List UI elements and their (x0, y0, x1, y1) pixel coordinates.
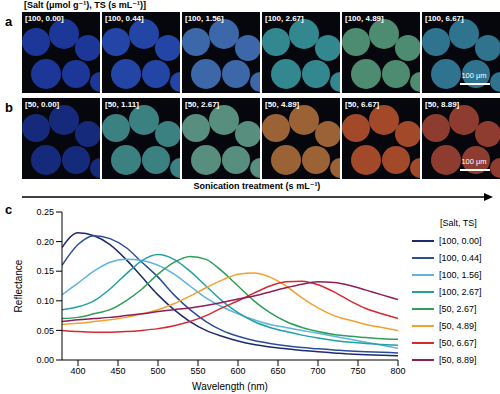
html-text:b: b (5, 100, 13, 115)
svg-text:[100, 2.67]: [100, 2.67] (265, 14, 304, 23)
svg-text:800: 800 (390, 366, 405, 376)
svg-text:[50, 0.00]: [50, 0.00] (25, 100, 60, 109)
svg-text:[100, 6.67]: [100, 6.67] (425, 14, 464, 23)
svg-text:[50, 1.11]: [50, 1.11] (105, 100, 139, 109)
svg-text:600: 600 (230, 366, 245, 376)
svg-text:500: 500 (150, 366, 165, 376)
svg-text:[50, 4.89]: [50, 4.89] (265, 100, 300, 109)
html-text:[100, 0.00]: [100, 0.00] (439, 235, 482, 246)
svg-text:0.00: 0.00 (36, 355, 54, 365)
html-text:a: a (5, 14, 13, 29)
html-text:[Salt (μmol g⁻¹), TS (s mL⁻¹)]: [Salt (μmol g⁻¹), TS (s mL⁻¹)] (24, 0, 146, 10)
svg-text:[100, 0.00]: [100, 0.00] (25, 14, 64, 23)
html-text:[50, 6.67]: [50, 6.67] (439, 337, 477, 348)
html-text:[Salt, TS]: [Salt, TS] (440, 218, 477, 228)
html-text:[100, 0.44]: [100, 0.44] (439, 252, 482, 263)
html-text:[50, 4.89]: [50, 4.89] (439, 320, 477, 331)
svg-text:0.15: 0.15 (36, 266, 54, 276)
html-text:c: c (5, 202, 13, 217)
svg-text:550: 550 (190, 366, 205, 376)
svg-text:450: 450 (110, 366, 125, 376)
html-text:[50, 2.67]: [50, 2.67] (439, 303, 477, 314)
svg-text:700: 700 (310, 366, 325, 376)
svg-text:Reflectance: Reflectance (13, 259, 24, 312)
svg-text:[100, 4.89]: [100, 4.89] (345, 14, 384, 23)
html-text:[100, 1.56]: [100, 1.56] (439, 269, 482, 280)
svg-text:400: 400 (70, 366, 85, 376)
html-text:[100, 2.67]: [100, 2.67] (439, 286, 482, 297)
svg-text:[50, 2.67]: [50, 2.67] (185, 100, 220, 109)
svg-text:[100, 1.56]: [100, 1.56] (185, 14, 224, 23)
svg-text:650: 650 (270, 366, 285, 376)
svg-text:100 μm: 100 μm (461, 157, 486, 166)
svg-text:750: 750 (350, 366, 365, 376)
svg-text:0.10: 0.10 (36, 296, 54, 306)
svg-text:0.25: 0.25 (36, 207, 54, 217)
svg-text:Wavelength (nm): Wavelength (nm) (192, 381, 268, 392)
svg-text:0.20: 0.20 (36, 237, 54, 247)
svg-text:[100, 0.44]: [100, 0.44] (105, 14, 144, 23)
html-text:Sonication treatment (s mL⁻¹): Sonication treatment (s mL⁻¹) (193, 181, 321, 191)
svg-text:100 μm: 100 μm (461, 71, 486, 80)
svg-text:[50, 8.89]: [50, 8.89] (425, 100, 460, 109)
html-text:[50, 8.89]: [50, 8.89] (439, 354, 477, 365)
svg-text:0.05: 0.05 (36, 326, 54, 336)
svg-text:[50, 6.67]: [50, 6.67] (345, 100, 380, 109)
